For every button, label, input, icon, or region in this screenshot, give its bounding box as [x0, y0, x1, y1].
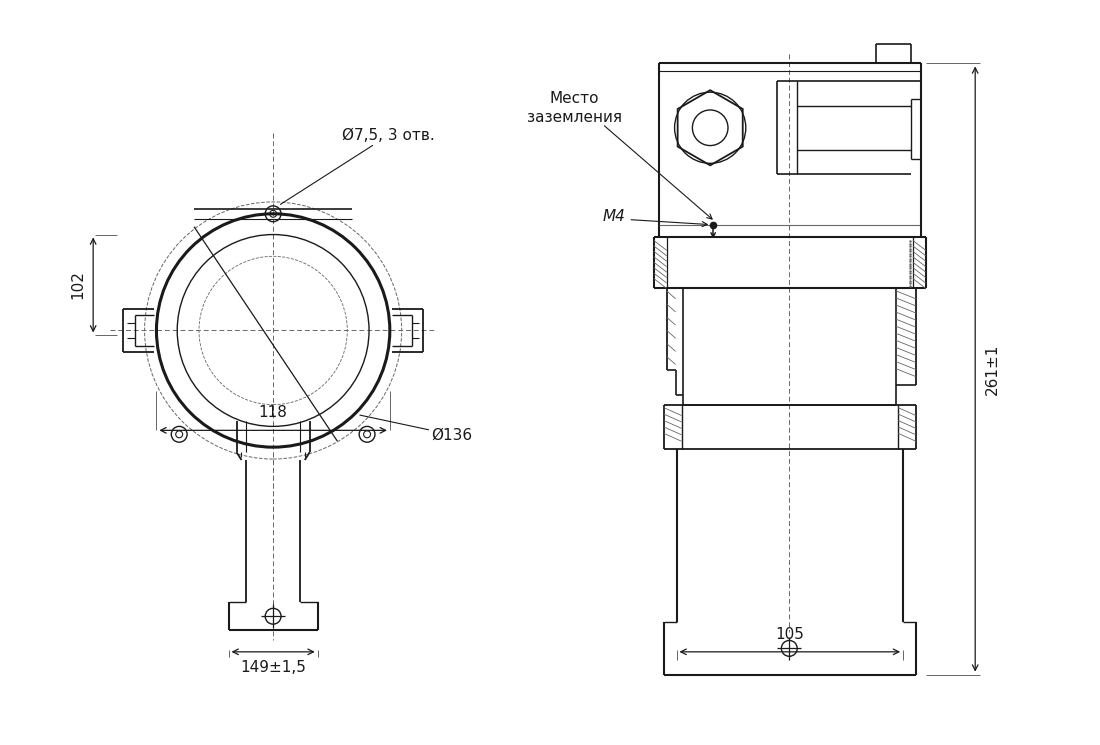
Text: 149±1,5: 149±1,5 [240, 660, 306, 675]
Text: Место
заземления: Место заземления [527, 91, 623, 125]
Text: 261±1: 261±1 [986, 343, 1000, 395]
Text: 105: 105 [776, 627, 804, 642]
Text: Ø7,5, 3 отв.: Ø7,5, 3 отв. [280, 127, 436, 204]
Text: 118: 118 [258, 405, 287, 420]
Text: М4: М4 [603, 209, 626, 224]
Text: 102: 102 [69, 270, 85, 299]
Text: Ø136: Ø136 [360, 415, 473, 443]
